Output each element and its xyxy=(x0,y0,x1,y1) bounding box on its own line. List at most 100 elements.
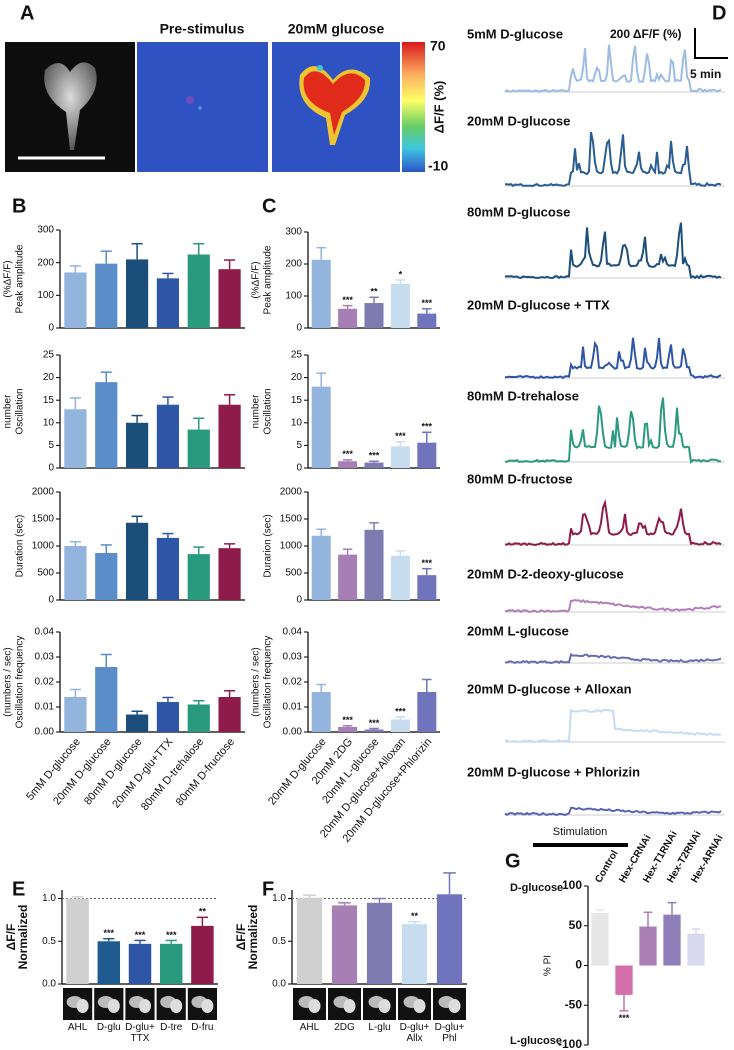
y-axis-label: ΔF/F xyxy=(234,924,248,951)
panel-letter: B xyxy=(12,195,26,217)
significance: *** xyxy=(342,449,353,459)
y-tick-label: 100 xyxy=(562,878,582,892)
significance: *** xyxy=(619,1013,630,1023)
y-tick-label: 0.03 xyxy=(35,652,55,663)
bar xyxy=(390,555,410,600)
bar xyxy=(218,548,241,600)
y-tick-label: 0 xyxy=(48,323,54,334)
panel-letter: A xyxy=(20,2,34,24)
bar xyxy=(66,898,89,984)
x-tick-label-box: D-glu+ Allx xyxy=(399,1022,430,1044)
y-tick-label: 15 xyxy=(291,395,303,406)
bar xyxy=(156,278,180,328)
significance: *** xyxy=(135,930,146,940)
x-tick-label: D-glu xyxy=(96,1022,121,1033)
y-tick-label: 0.00 xyxy=(35,727,55,738)
bar xyxy=(615,965,633,995)
significance: *** xyxy=(342,715,353,725)
bar xyxy=(687,933,705,966)
y-tick-label: 1500 xyxy=(280,514,303,525)
bar xyxy=(591,913,609,966)
bar xyxy=(436,894,463,984)
y-tick-label: 0.02 xyxy=(35,677,55,688)
colorbar-max: 70 xyxy=(430,38,446,54)
y-tick-label: 2000 xyxy=(280,487,303,498)
y-tick-label: 0.0 xyxy=(42,979,56,990)
trace-label: 20mM L-glucose xyxy=(467,623,569,638)
bar xyxy=(95,263,118,328)
y-tick-label: 500 xyxy=(37,568,54,579)
x-tick-label-box: 2DG xyxy=(334,1022,355,1033)
bar xyxy=(156,404,180,468)
y-tick-label: 200 xyxy=(285,259,302,270)
bar xyxy=(311,386,331,468)
bar xyxy=(95,553,118,600)
y-tick-label: 1.0 xyxy=(42,893,56,904)
x-tick-label: AHL xyxy=(299,1022,320,1033)
bar xyxy=(364,729,384,732)
y-axis-label: Oscillation xyxy=(263,388,274,434)
y-tick-label: -100 xyxy=(558,1037,582,1050)
y-tick-label: 0.5 xyxy=(42,936,56,947)
x-tick-label: D-glu+ Phl xyxy=(434,1022,465,1044)
y-tick-label: 0 xyxy=(296,463,302,474)
bar xyxy=(311,259,331,328)
y-axis-label: number xyxy=(251,394,262,429)
y-axis-label: Normalized xyxy=(246,905,260,970)
significance: *** xyxy=(395,706,406,716)
y-axis-label: Peak amplitude xyxy=(263,245,274,314)
significance: *** xyxy=(422,298,433,308)
bar xyxy=(125,259,149,328)
y-tick-label: 10 xyxy=(291,417,303,428)
y-tick-label: 0.04 xyxy=(35,627,55,638)
bar xyxy=(125,522,149,600)
bar xyxy=(390,446,410,468)
bar xyxy=(390,283,410,328)
y-tick-label: 0.00 xyxy=(283,727,303,738)
bottom-label: L-glucose xyxy=(510,1035,562,1047)
spot xyxy=(198,106,202,110)
trace-label: 20mM D-glucose + Alloxan xyxy=(467,681,632,696)
trace xyxy=(504,337,722,380)
y-tick-label: 0.04 xyxy=(283,627,303,638)
bar xyxy=(401,924,428,984)
y-axis-label: number xyxy=(3,394,14,429)
bar xyxy=(338,308,358,328)
x-tick-label: 2DG xyxy=(334,1022,355,1033)
bar xyxy=(218,269,241,328)
x-tick-label-box: L-glu xyxy=(368,1022,391,1033)
x-tick-label-box: D-fru xyxy=(191,1022,213,1033)
significance: * xyxy=(399,269,403,279)
significance: *** xyxy=(342,295,353,305)
trace xyxy=(505,131,722,188)
y-tick-label: 0.01 xyxy=(35,702,55,713)
x-tick-label: D-glu+ Allx xyxy=(399,1022,430,1044)
y-axis-label: ΔF/F xyxy=(4,924,18,951)
bar xyxy=(187,554,210,600)
trace xyxy=(504,806,722,817)
x-tick-label-box: D-glu xyxy=(96,1022,121,1033)
bar xyxy=(639,926,657,966)
y-tick-label: 500 xyxy=(285,568,302,579)
significance: ** xyxy=(411,911,419,921)
x-tick-label: L-glu xyxy=(368,1022,391,1033)
panel-letter: C xyxy=(262,195,276,217)
y-tick-label: 0.01 xyxy=(283,702,303,713)
bar xyxy=(364,303,384,328)
bar xyxy=(156,537,180,600)
y-tick-label: 200 xyxy=(37,257,54,268)
y-tick-label: 0.0 xyxy=(272,979,286,990)
spot xyxy=(317,65,323,71)
x-tick-label-box: AHL xyxy=(68,1022,87,1033)
y-tick-label: 1500 xyxy=(32,514,55,525)
thumbnail-blob xyxy=(343,999,356,1013)
bar xyxy=(218,697,241,732)
significance: ** xyxy=(370,287,378,297)
bar xyxy=(366,902,393,984)
bar xyxy=(338,554,358,600)
bar xyxy=(364,529,384,600)
bar xyxy=(191,925,214,984)
bar xyxy=(187,429,210,468)
